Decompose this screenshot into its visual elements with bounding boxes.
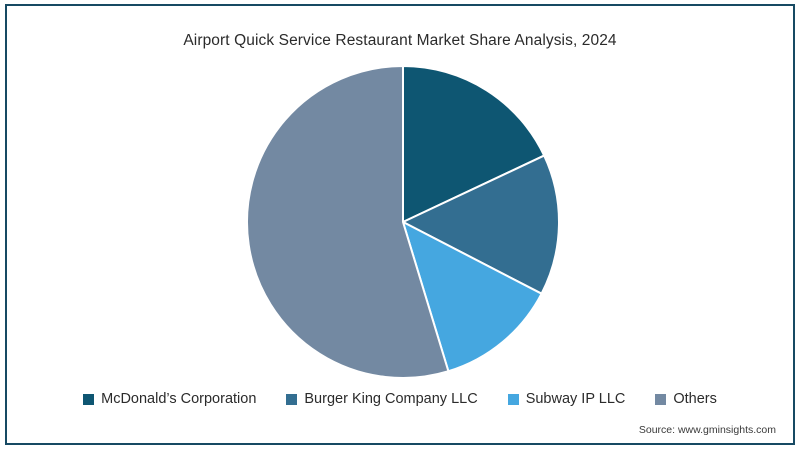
pie-slice[interactable] [246,65,450,379]
legend-item[interactable]: McDonald’s Corporation [83,392,256,407]
legend-item-label: Others [673,391,717,407]
pie-slice-group [246,65,560,379]
square-swatch-icon [83,393,95,405]
legend-item[interactable]: Burger King Company LLC [286,391,478,407]
pie-slice[interactable] [402,154,560,295]
square-swatch-icon [507,393,519,405]
legend-item[interactable]: Others [655,392,717,407]
legend-item-label: McDonald’s Corporation [101,391,257,407]
chart-legend: McDonald’s Corporation Burger King Compan… [0,392,800,407]
legend-item-label: Subway IP LLC [525,391,626,407]
pie-slice[interactable] [402,65,546,223]
source-attribution: Source: www.gminsights.com [638,424,776,436]
chart-title: Airport Quick Service Restaurant Market … [183,32,617,49]
pie-chart [246,65,560,379]
legend-item-label: Burger King Company LLC [304,391,478,407]
square-swatch-icon [655,393,667,405]
pie-chart-svg [246,65,560,379]
legend-item[interactable]: Subway IP LLC [507,391,626,407]
square-swatch-icon [286,393,298,405]
